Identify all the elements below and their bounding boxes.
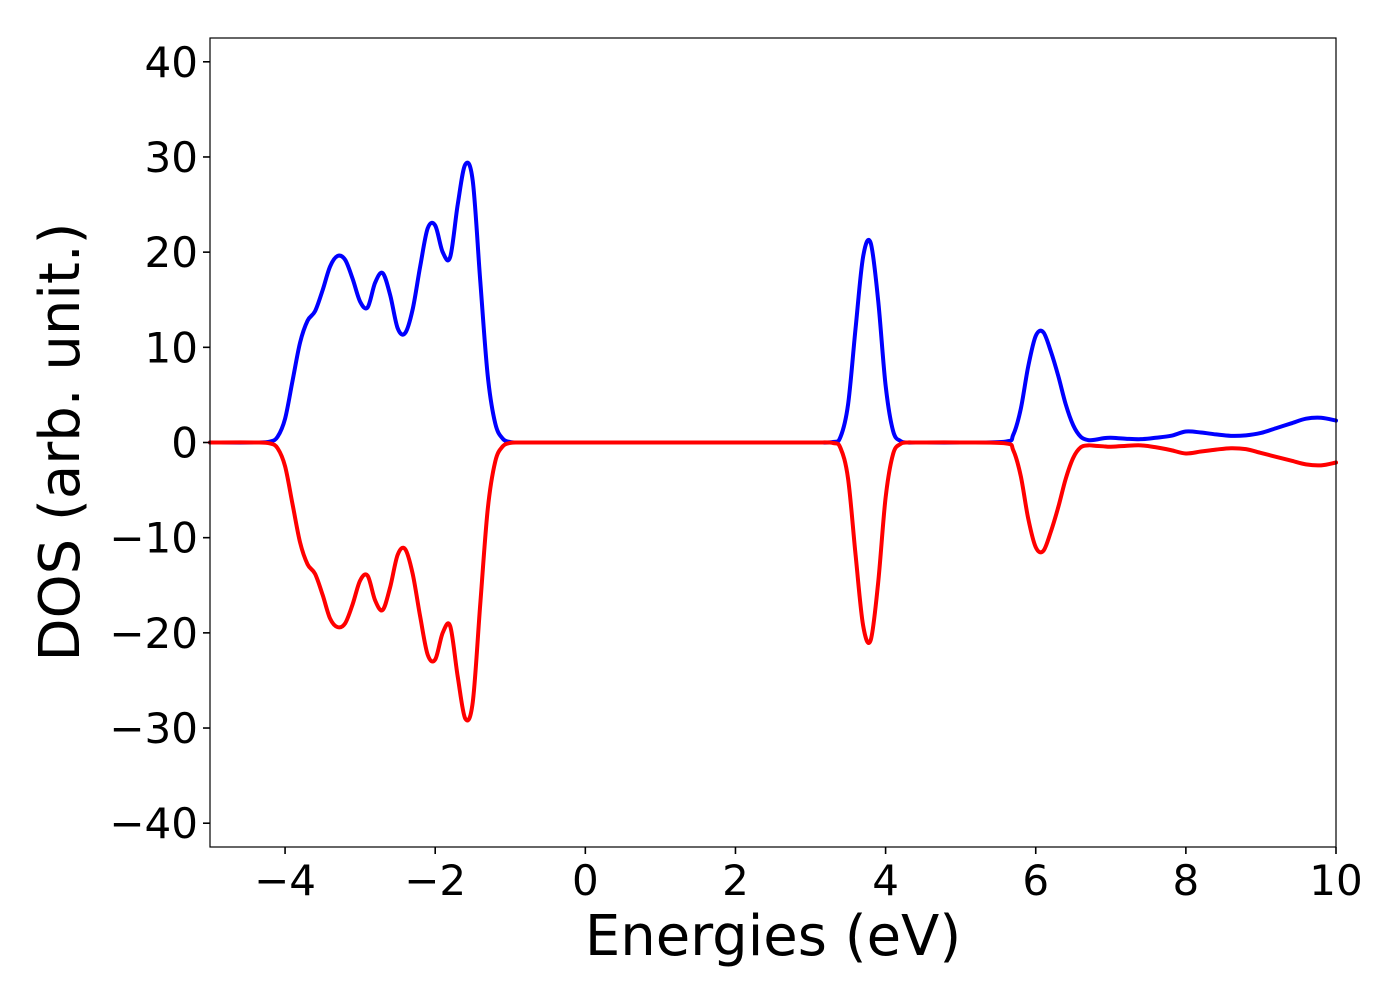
y-tick-label: 20 [145, 228, 198, 277]
y-tick-label: −20 [109, 609, 198, 658]
y-tick-label: −30 [109, 704, 198, 753]
y-tick-label: 30 [145, 133, 198, 182]
x-tick-label: 8 [1172, 856, 1199, 905]
x-axis-title: Energies (eV) [585, 904, 961, 969]
y-tick-label: 40 [145, 38, 198, 87]
series-layer [208, 160, 1338, 723]
x-tick-label: −4 [254, 856, 316, 905]
y-tick-label: −40 [109, 799, 198, 848]
x-tick-label: 10 [1309, 856, 1362, 905]
x-tick-label: 6 [1022, 856, 1049, 905]
y-tick-label: 10 [145, 323, 198, 372]
y-axis: −40 −30 −20 −10 0 10 20 30 40 [109, 38, 210, 848]
x-tick-label: −2 [404, 856, 466, 905]
x-tick-label: 0 [572, 856, 599, 905]
x-tick-label: 2 [722, 856, 749, 905]
dos-series-line-positive [208, 160, 1338, 445]
y-axis-title: DOS (arb. unit.) [28, 222, 93, 661]
x-tick-label: 4 [872, 856, 899, 905]
y-tick-label: 0 [171, 419, 198, 468]
dos-series-line-negative [208, 440, 1338, 723]
y-tick-label: −10 [109, 514, 198, 563]
x-axis: −4 −2 0 2 4 6 8 10 [254, 847, 1363, 905]
